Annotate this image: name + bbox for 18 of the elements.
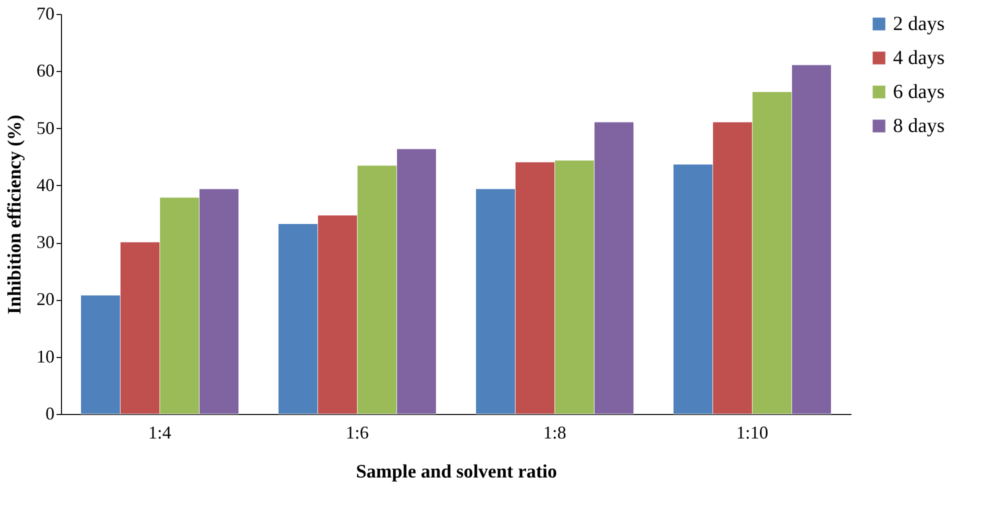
legend-label: 2 days (893, 13, 945, 35)
y-axis-title: Inhibition efficiency (%) (4, 114, 26, 314)
x-axis-title: Sample and solvent ratio (356, 462, 558, 482)
y-tick-label: 60 (36, 60, 54, 81)
y-tick-label: 10 (36, 346, 54, 366)
y-tick-label: 40 (36, 174, 54, 195)
x-tick-label: 1:10 (736, 422, 768, 442)
x-tick-label: 1:8 (543, 422, 566, 442)
legend-label: 6 days (893, 81, 945, 103)
legend-label: 4 days (893, 47, 945, 69)
y-tick-label: 20 (36, 289, 54, 310)
y-tick-label: 70 (36, 4, 54, 24)
y-tick-label: 0 (46, 404, 54, 424)
legend-label: 8 days (893, 115, 945, 137)
x-tick-label: 1:4 (148, 422, 172, 442)
x-tick-label: 1:6 (346, 422, 369, 442)
y-tick-label: 50 (36, 118, 54, 138)
y-tick-label: 30 (36, 232, 54, 252)
